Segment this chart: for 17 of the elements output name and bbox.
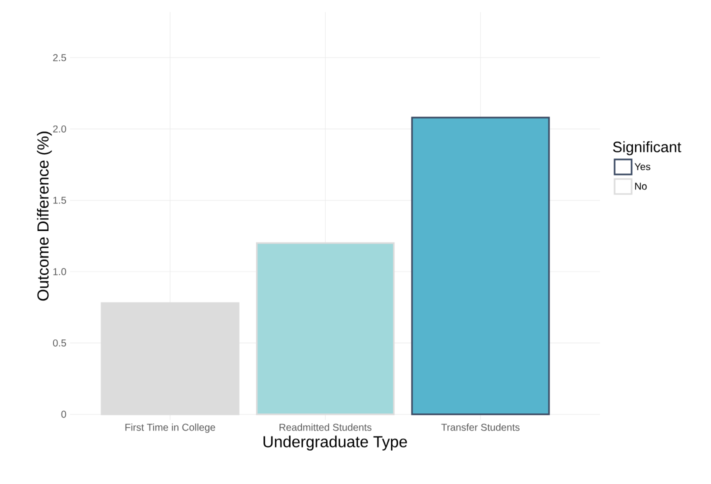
legend-label: No — [635, 182, 647, 190]
y-tick-label: 1.5 — [53, 196, 66, 204]
bar — [256, 242, 395, 416]
x-tick-label: Transfer Students — [441, 424, 520, 431]
bar — [411, 116, 550, 416]
y-tick-label: 0.5 — [53, 339, 66, 346]
x-tick-label: Readmitted Students — [280, 424, 372, 431]
legend-title: Significant — [613, 141, 682, 156]
legend-label: Yes — [634, 163, 650, 170]
x-axis-title: Undergraduate Type — [264, 436, 407, 451]
x-tick-label: First Time in College — [125, 424, 216, 433]
y-axis-title: Outcome Difference (%) — [36, 132, 52, 301]
y-tick-label: 2.5 — [53, 54, 66, 62]
y-tick-label: 0 — [61, 410, 66, 418]
y-tick-label: 2.0 — [53, 125, 66, 132]
y-tick-label: 1.0 — [53, 268, 66, 276]
bar — [100, 302, 240, 416]
